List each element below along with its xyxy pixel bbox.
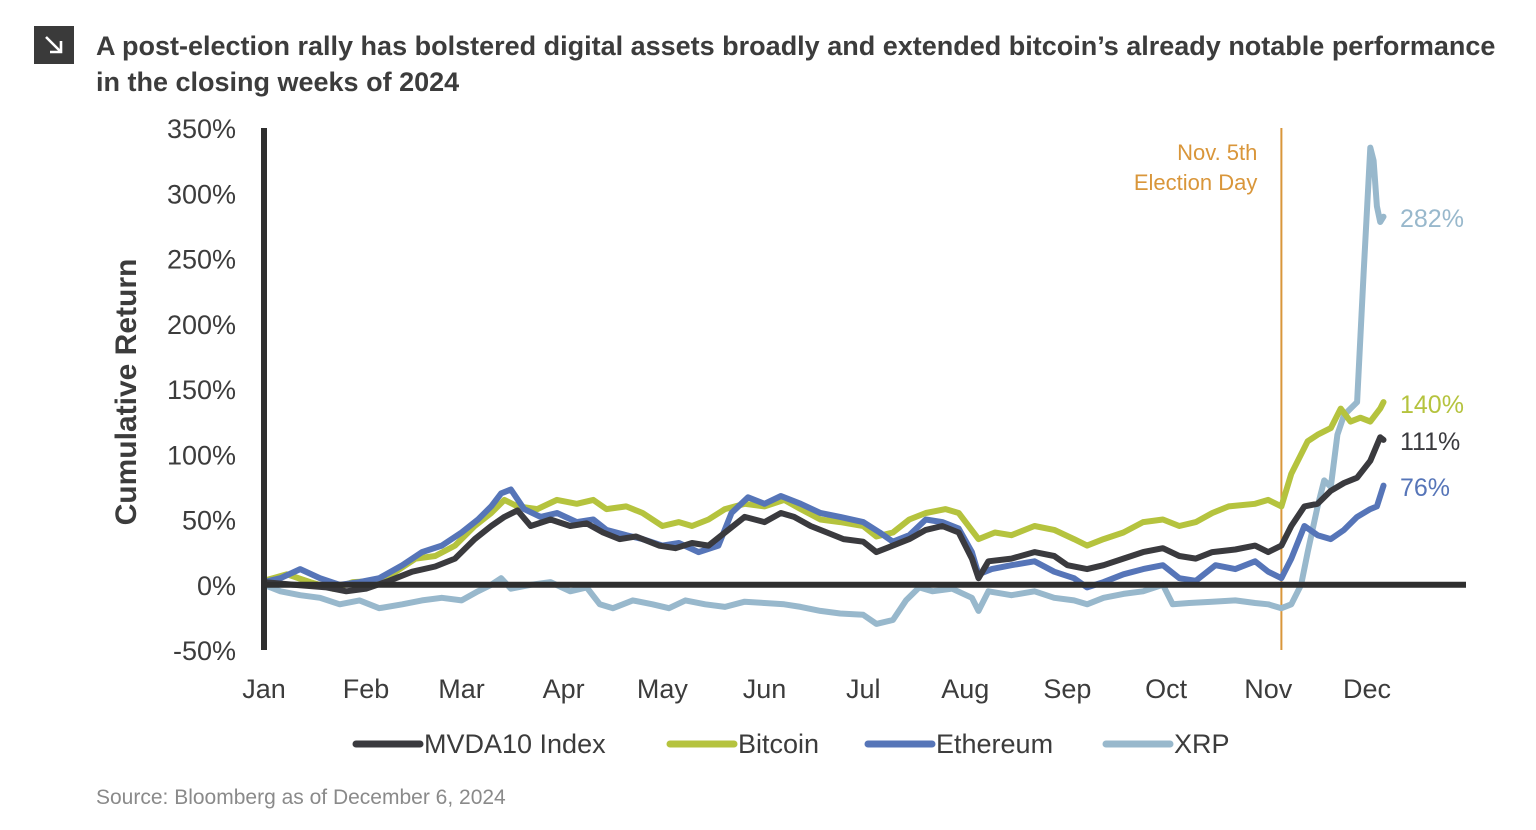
end-label-bitcoin: 140%	[1400, 391, 1464, 419]
series-line-mvda10-index	[261, 434, 1387, 595]
x-tick-label: Dec	[1343, 674, 1391, 704]
x-tick-label: Jul	[846, 674, 881, 704]
election-day-label: Nov. 5th	[1177, 140, 1257, 165]
legend: MVDA10 Index Bitcoin Ethereum XRP	[352, 729, 1230, 759]
legend-label: Bitcoin	[738, 729, 819, 759]
legend-label: MVDA10 Index	[424, 729, 606, 759]
end-label-mvda10-index: 111%	[1400, 428, 1460, 456]
legend-item: Bitcoin	[666, 729, 819, 759]
x-tick-label: Jan	[242, 674, 286, 704]
y-axis-label: Cumulative Return	[110, 259, 143, 526]
x-tick-label: Jun	[743, 674, 787, 704]
chart-title: A post-election rally has bolstered digi…	[96, 31, 1496, 97]
arrow-down-right-icon	[34, 26, 74, 64]
y-tick-label: 150%	[167, 375, 236, 405]
axes	[261, 128, 1466, 650]
source-note: Source: Bloomberg as of December 6, 2024	[96, 786, 506, 809]
series-line-bitcoin	[261, 399, 1387, 592]
x-tick-label: May	[637, 674, 689, 704]
y-tick-label: 0%	[197, 571, 236, 601]
end-label-ethereum: 76%	[1400, 474, 1450, 502]
x-tick-label: Sep	[1043, 674, 1091, 704]
legend-label: Ethereum	[936, 729, 1053, 759]
y-tick-label: -50%	[173, 636, 236, 666]
y-tick-label: 100%	[167, 440, 236, 470]
x-tick-label: Oct	[1145, 674, 1188, 704]
y-tick-label: 50%	[182, 506, 236, 536]
election-day-annotation: Nov. 5th Election Day	[1134, 128, 1283, 650]
series-line-ethereum	[261, 482, 1387, 591]
x-tick-label: Nov	[1244, 674, 1293, 704]
y-tick-label: 250%	[167, 245, 236, 275]
x-tick-label: Feb	[343, 674, 390, 704]
y-axis-ticks: -50% 0% 50% 100% 150% 200% 250% 300% 350%	[167, 114, 236, 666]
line-chart: -50% 0% 50% 100% 150% 200% 250% 300% 350% Jan Feb…	[110, 114, 1466, 759]
election-day-label: Election Day	[1134, 170, 1258, 195]
y-tick-label: 350%	[167, 114, 236, 144]
series-lines	[261, 144, 1387, 627]
x-tick-label: Apr	[543, 674, 585, 704]
x-axis-ticks: Jan Feb Mar Apr May Jun Jul Aug Sep Oct Nov Dec	[242, 674, 1391, 704]
y-tick-label: 200%	[167, 310, 236, 340]
y-tick-label: 300%	[167, 179, 236, 209]
x-tick-label: Mar	[438, 674, 485, 704]
legend-label: XRP	[1174, 729, 1230, 759]
end-label-xrp: 282%	[1400, 205, 1464, 233]
legend-item: XRP	[1102, 729, 1230, 759]
legend-item: Ethereum	[864, 729, 1053, 759]
legend-item: MVDA10 Index	[352, 729, 606, 759]
x-tick-label: Aug	[941, 674, 989, 704]
end-labels: 111% 140% 76% 282%	[1400, 205, 1464, 502]
